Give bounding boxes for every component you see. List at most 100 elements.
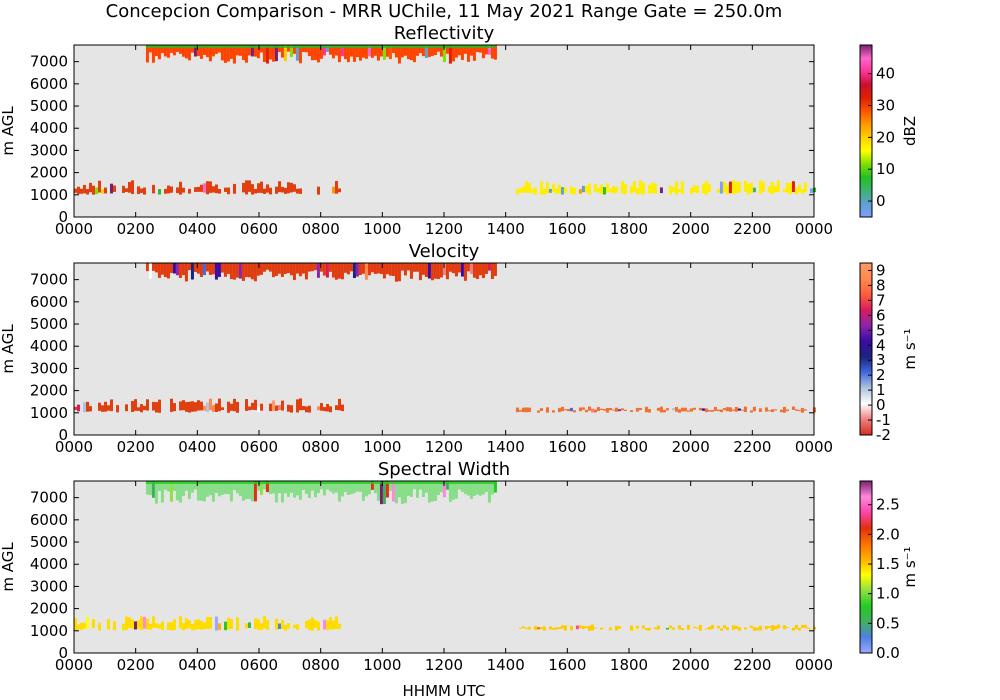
data-cell (424, 45, 428, 58)
data-cell (698, 407, 702, 411)
data-cell (220, 481, 224, 495)
data-cell (758, 180, 762, 194)
data-cell (292, 263, 296, 280)
data-cell (761, 181, 765, 192)
data-cell (149, 623, 152, 630)
data-cell (737, 626, 741, 631)
data-cell (409, 481, 413, 497)
data-cell (104, 401, 107, 412)
data-cell (412, 45, 416, 63)
data-cell (415, 481, 419, 498)
data-cell (155, 623, 158, 629)
data-cell (608, 407, 612, 411)
data-cell (400, 45, 404, 58)
data-cell (722, 181, 726, 193)
data-cell (77, 404, 80, 412)
data-cell (370, 45, 374, 58)
data-cell (424, 263, 428, 277)
data-cell (208, 481, 212, 496)
data-cell (328, 263, 332, 272)
data-cell (448, 263, 452, 272)
data-cell (77, 624, 80, 630)
data-cell (200, 620, 203, 630)
data-cell (361, 263, 365, 274)
data-cell (373, 45, 377, 56)
data-cell (125, 616, 128, 631)
data-cell (791, 406, 795, 410)
colorbar-tick-label: 1 (876, 381, 886, 399)
data-cell (436, 263, 440, 280)
data-cell (170, 186, 173, 193)
data-cell (335, 180, 338, 194)
data-cell (551, 627, 555, 630)
data-cell (445, 263, 449, 280)
data-cell (232, 45, 236, 64)
data-cell (403, 481, 407, 504)
data-cell (74, 618, 77, 631)
data-cell (668, 185, 672, 195)
data-cell (367, 45, 371, 57)
data-cell (137, 620, 140, 629)
data-cell (317, 406, 320, 411)
data-cell (782, 406, 786, 413)
data-cell (277, 481, 281, 494)
data-cell (238, 481, 242, 497)
data-cell (379, 263, 383, 274)
data-cell (749, 625, 753, 629)
data-cell (268, 263, 272, 272)
data-cell (364, 481, 368, 497)
data-cell (287, 404, 290, 412)
colorbar: 0.0 0.5 1.0 1.5 2.0 2.5 m s⁻¹ (859, 480, 919, 662)
data-cell (281, 619, 284, 629)
data-cell (536, 410, 540, 413)
data-cell (316, 263, 320, 278)
data-cell (457, 263, 461, 273)
data-cell (584, 626, 588, 629)
x-tick-label: 1200 (425, 220, 463, 238)
data-cell (578, 407, 582, 412)
data-cell (211, 45, 215, 57)
data-cell (539, 627, 543, 630)
data-cell (158, 189, 161, 195)
data-cell (218, 398, 221, 412)
data-cell (388, 263, 392, 276)
data-cell (427, 481, 431, 503)
data-band-lower-2 (515, 406, 816, 413)
data-cell (385, 481, 389, 498)
data-cell (283, 263, 287, 274)
data-cell (226, 481, 230, 495)
data-cell (764, 625, 768, 630)
data-cell (197, 400, 200, 411)
data-cell (199, 263, 203, 277)
data-cell (137, 407, 140, 411)
data-cell (236, 401, 239, 413)
data-cell (217, 481, 221, 497)
data-cell (734, 182, 738, 194)
data-cell (463, 45, 467, 54)
data-cell (224, 621, 227, 631)
data-cell (77, 186, 80, 194)
data-cell (250, 263, 254, 280)
x-tick-label: 1200 (425, 438, 463, 456)
y-axis-label: m AGL (0, 106, 17, 156)
data-cell (403, 263, 407, 276)
data-cell (232, 481, 236, 490)
data-cell (692, 626, 696, 629)
data-cell (233, 398, 236, 412)
data-cell (257, 619, 260, 630)
data-cell (176, 187, 179, 194)
data-cell (620, 408, 624, 411)
data-cell (521, 626, 525, 629)
data-cell (340, 45, 344, 57)
data-cell (131, 619, 134, 629)
data-cell (310, 481, 314, 491)
data-cell (442, 263, 446, 275)
data-cell (209, 398, 212, 411)
data-cell (614, 625, 618, 631)
data-cell (797, 184, 801, 193)
data-cell (563, 409, 567, 411)
data-cell (196, 263, 200, 274)
data-cell (241, 263, 245, 281)
data-cell (418, 481, 422, 490)
data-cell (227, 187, 230, 195)
